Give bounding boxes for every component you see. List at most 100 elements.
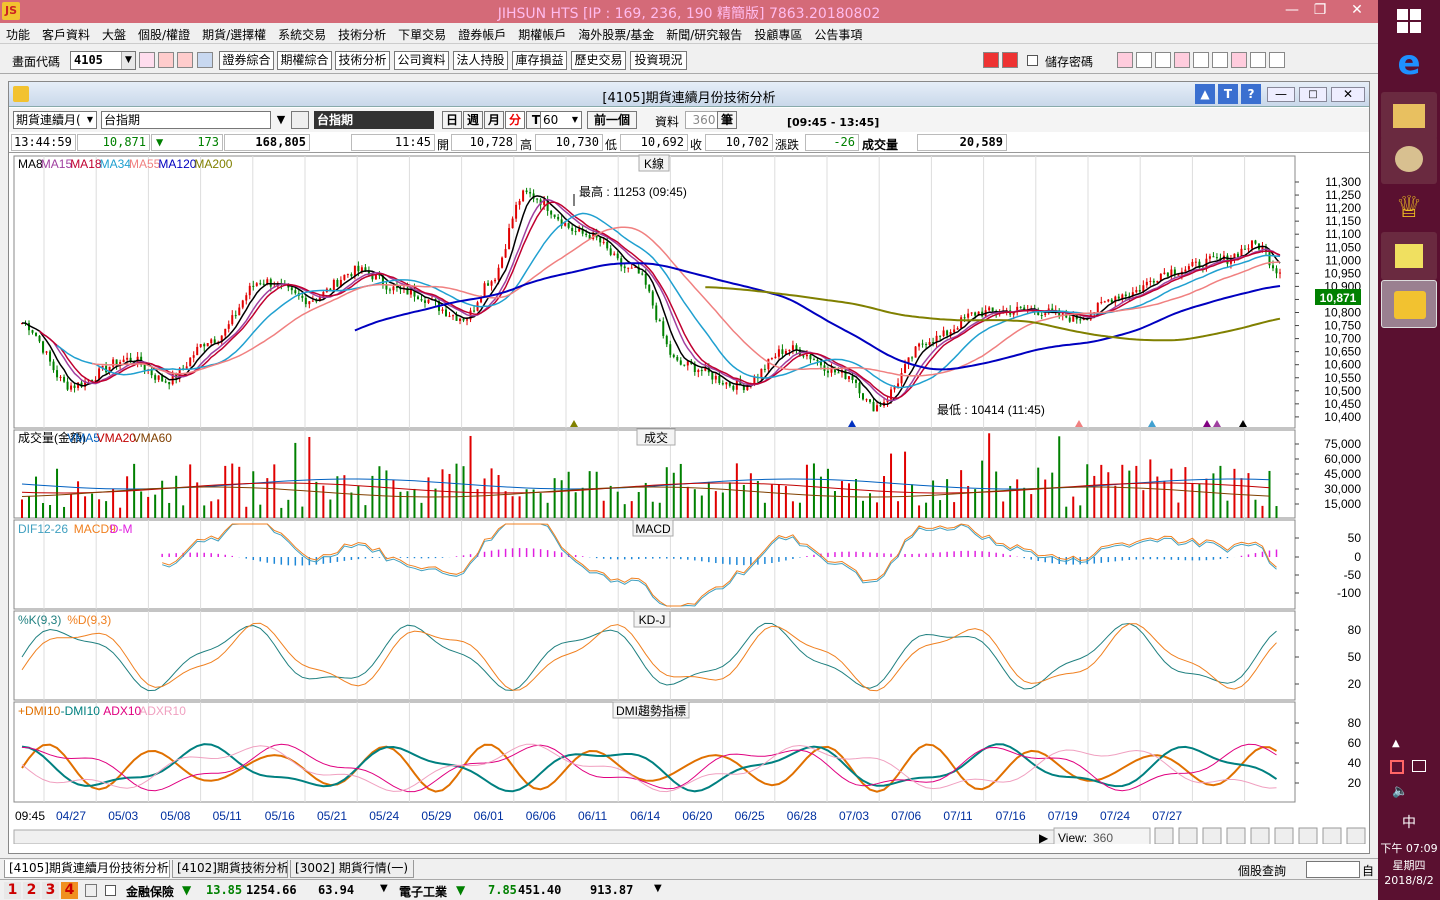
chart-tool-icon-8[interactable] xyxy=(1346,827,1366,845)
windows-start-icon[interactable] xyxy=(1397,9,1421,33)
tool-icon-1[interactable] xyxy=(1136,52,1152,68)
chart-tool-icon-6[interactable] xyxy=(1298,827,1318,845)
page-number-0[interactable]: 1 xyxy=(4,882,21,899)
chart-svg[interactable]: 11,30011,25011,20011,15011,10011,05011,0… xyxy=(9,154,1369,847)
chart-tool-icon-2[interactable] xyxy=(1202,827,1222,845)
interval-dropdown-icon[interactable]: ▼ xyxy=(571,115,579,124)
jihsun-taskbar-icon[interactable] xyxy=(1381,280,1437,328)
up-icon[interactable]: ▲ xyxy=(1195,84,1215,104)
toolbar-button-6[interactable]: 歷史交易 xyxy=(571,51,626,70)
chart-tool-icon-4[interactable] xyxy=(1250,827,1270,845)
chart-tool-icon-7[interactable] xyxy=(1322,827,1342,845)
unit-button[interactable]: 筆 xyxy=(717,111,737,129)
product-type-dropdown-icon[interactable]: ▼ xyxy=(86,115,94,124)
period-button-3[interactable]: 分 xyxy=(505,111,525,129)
menu-item-10[interactable]: 海外股票/基金 xyxy=(578,28,655,42)
toolbar-button-5[interactable]: 庫存損益 xyxy=(512,51,567,70)
menu-item-12[interactable]: 投顧專區 xyxy=(754,28,803,42)
tool-icon-7[interactable] xyxy=(1250,52,1266,68)
chart-area[interactable]: 11,300 11,250 11,200 11,150 11,100 11,050 11,0… xyxy=(9,154,1369,847)
tool-icon-2[interactable] xyxy=(1155,52,1171,68)
volume-icon[interactable]: 🔈 xyxy=(1392,784,1409,799)
page-number-3[interactable]: 4 xyxy=(61,882,78,899)
menu-item-3[interactable]: 個股/權證 xyxy=(138,28,191,42)
period-button-2[interactable]: 月 xyxy=(484,111,504,129)
tool-icon-5[interactable] xyxy=(1212,52,1228,68)
menu-item-9[interactable]: 期權帳戶 xyxy=(518,28,567,42)
period-button-0[interactable]: 日 xyxy=(442,111,462,129)
tray-antivirus-icon[interactable] xyxy=(1390,760,1404,774)
tool-icon-6[interactable] xyxy=(1231,52,1247,68)
ie-icon[interactable]: e xyxy=(1397,43,1421,83)
menu-item-7[interactable]: 下單交易 xyxy=(398,28,447,42)
interval-select[interactable]: 60 xyxy=(540,111,582,129)
save-password-checkbox[interactable] xyxy=(1027,55,1038,66)
menu-item-4[interactable]: 期貨/選擇權 xyxy=(202,28,267,42)
menu-item-13[interactable]: 公告事項 xyxy=(814,28,863,42)
ticker1-dropdown-icon[interactable]: ▼ xyxy=(380,883,388,894)
toolbar-button-4[interactable]: 法人持股 xyxy=(453,51,508,70)
dropdown-icon[interactable] xyxy=(197,52,213,68)
ticker-checkbox[interactable] xyxy=(105,885,116,896)
code-dropdown-icon[interactable]: ▼ xyxy=(121,52,135,69)
minimize-icon[interactable]: — xyxy=(1285,2,1299,18)
tool-icon-3[interactable] xyxy=(1174,52,1190,68)
inner-minimize-icon[interactable]: — xyxy=(1267,87,1295,102)
notes-icon[interactable] xyxy=(1381,232,1437,280)
left-arrow-icon[interactable] xyxy=(983,52,999,68)
lock-icon[interactable] xyxy=(85,884,97,897)
inner-restore-icon[interactable]: □ xyxy=(1299,87,1327,102)
scroll-right-icon[interactable]: ▶ xyxy=(1039,831,1049,845)
query-input[interactable] xyxy=(1306,861,1360,878)
menu-item-0[interactable]: 功能 xyxy=(6,28,31,42)
tab-2[interactable]: [3002] 期貨行情(一) xyxy=(290,860,414,878)
period-button-1[interactable]: 週 xyxy=(463,111,483,129)
ticker2-dropdown-icon[interactable]: ▼ xyxy=(654,883,662,894)
network-icon[interactable] xyxy=(1412,760,1426,772)
chart-tool-icon-5[interactable] xyxy=(1274,827,1294,845)
toolbar-button-0[interactable]: 證券綜合 xyxy=(219,51,274,70)
ime-indicator[interactable]: 中 xyxy=(1402,815,1416,831)
view-value[interactable]: 360 xyxy=(1093,831,1113,845)
product-name-field[interactable]: 台指期 xyxy=(101,111,271,129)
crown-icon[interactable]: ♕ xyxy=(1395,190,1423,225)
chart-tool-icon-1[interactable] xyxy=(1178,827,1198,845)
menu-item-2[interactable]: 大盤 xyxy=(102,28,127,42)
tab-1[interactable]: [4102]期貨技術分析 xyxy=(172,860,288,878)
toolbar-button-2[interactable]: 技術分析 xyxy=(335,51,390,70)
search-icon[interactable] xyxy=(291,111,309,129)
menu-item-8[interactable]: 證券帳戶 xyxy=(458,28,507,42)
code-input[interactable]: 4105 xyxy=(70,51,136,70)
chart-tool-icon-3[interactable] xyxy=(1226,827,1246,845)
tray-up-icon[interactable]: ▲ xyxy=(1392,738,1400,749)
query-confirm[interactable]: 自 xyxy=(1362,864,1375,878)
horizontal-scrollbar[interactable] xyxy=(13,829,1055,845)
help-icon[interactable]: ? xyxy=(1241,84,1261,104)
search-icon[interactable] xyxy=(139,52,155,68)
tool-icon-4[interactable] xyxy=(1193,52,1209,68)
product-type-select[interactable]: 期貨連續月( xyxy=(13,111,97,129)
window-icon[interactable] xyxy=(158,52,174,68)
tab-0[interactable]: [4105]期貨連續月份技術分析 xyxy=(4,860,170,878)
page-number-2[interactable]: 3 xyxy=(42,882,59,899)
inner-close-icon[interactable]: ✕ xyxy=(1331,87,1365,102)
toolbar-button-1[interactable]: 期權綜合 xyxy=(277,51,332,70)
tool-icon-8[interactable] xyxy=(1269,52,1285,68)
chart-tool-icon-0[interactable] xyxy=(1154,827,1174,845)
menu-item-11[interactable]: 新聞/研究報告 xyxy=(666,28,743,42)
product-name-dropdown-icon[interactable]: ▼ xyxy=(276,113,286,126)
right-arrow-icon[interactable] xyxy=(1002,52,1018,68)
menu-item-6[interactable]: 技術分析 xyxy=(338,28,387,42)
prev-button[interactable]: 前一個 xyxy=(587,111,637,129)
print-icon[interactable] xyxy=(177,52,193,68)
text-icon[interactable]: T xyxy=(1218,84,1238,104)
restore-icon[interactable]: ❐ xyxy=(1313,2,1327,18)
folder-icon[interactable] xyxy=(1381,92,1437,140)
tool-icon-0[interactable] xyxy=(1117,52,1133,68)
clock-time[interactable]: 下午 07:09 xyxy=(1380,842,1438,855)
page-number-1[interactable]: 2 xyxy=(23,882,40,899)
toolbar-button-3[interactable]: 公司資料 xyxy=(394,51,449,70)
paint-icon[interactable] xyxy=(1381,136,1437,184)
menu-item-1[interactable]: 客戶資料 xyxy=(42,28,91,42)
menu-item-5[interactable]: 系統交易 xyxy=(278,28,327,42)
